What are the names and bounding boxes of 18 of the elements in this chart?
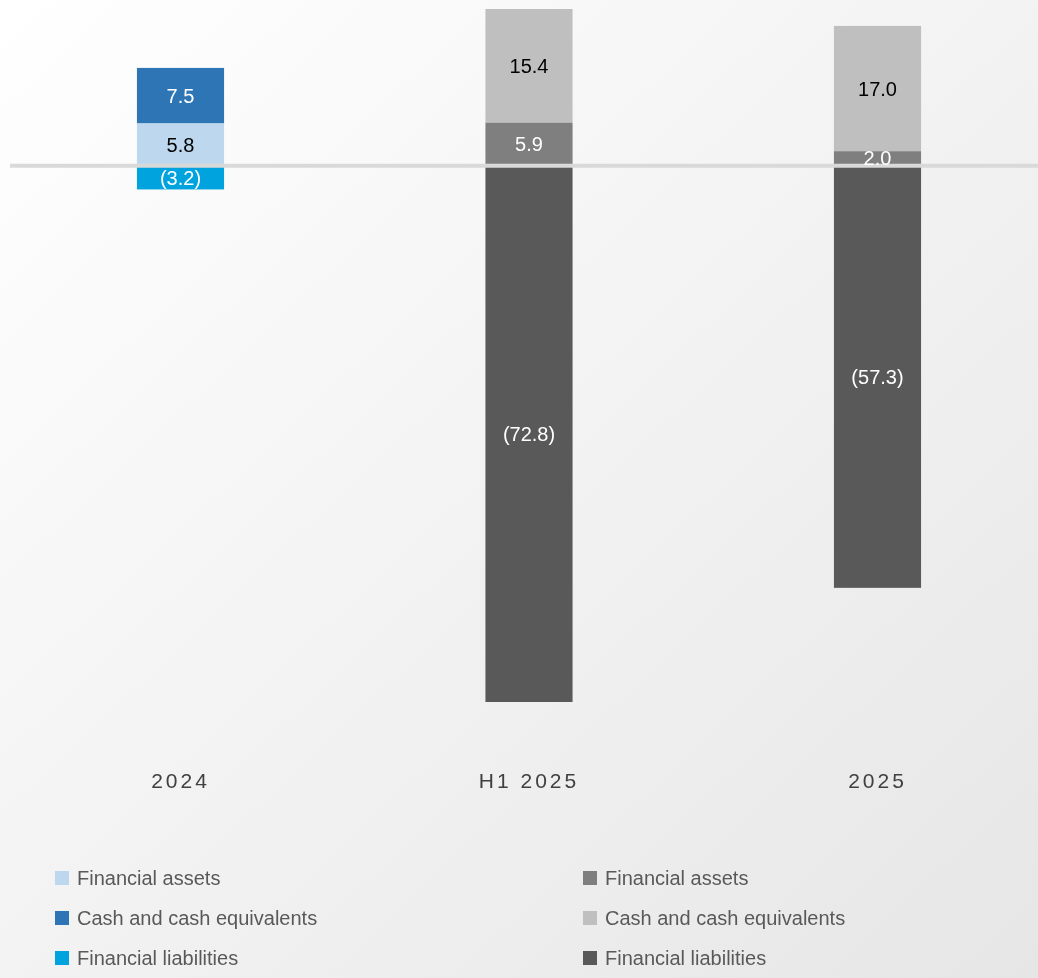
data-label: 17.0 [858,77,897,100]
legend-label: Financial liabilities [605,947,767,969]
data-label: (3.2) [159,166,202,189]
data-label: 5.9 [515,133,543,156]
data-label: 7.5 [166,84,195,107]
legend-label: Cash and cash equivalents [605,907,846,929]
data-label: 2.0 [863,147,892,170]
legend-label: Financial liabilities [77,947,239,969]
data-label: 15.4 [509,54,549,77]
legend-label: Financial assets [605,867,749,889]
data-label: (72.8) [502,422,556,445]
data-label: (57.3) [851,365,904,388]
legend-label: Cash and cash equivalents [77,907,318,929]
x-tick-label: H1 2025 [478,769,580,792]
x-tick-label: 2025 [848,769,907,792]
x-tick-label: 2024 [151,769,210,792]
data-label: 5.8 [166,133,195,156]
legend-label: Financial assets [77,867,221,889]
